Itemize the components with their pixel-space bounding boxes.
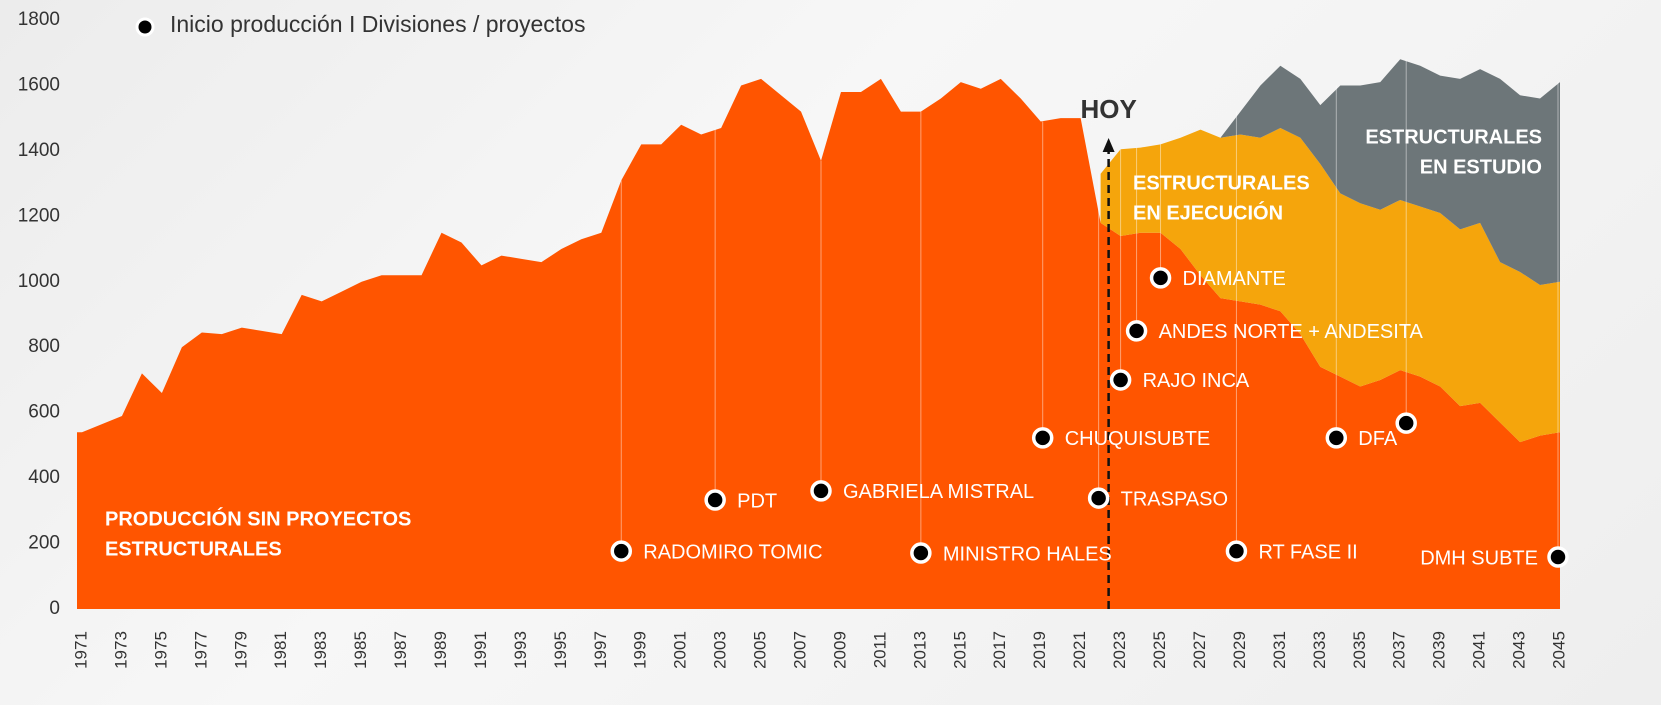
x-tick-label: 2019 <box>1030 631 1049 669</box>
x-tick-label: 1973 <box>111 631 130 669</box>
area-label: PRODUCCIÓN SIN PROYECTOS <box>105 506 411 530</box>
y-tick-label: 1600 <box>18 74 60 95</box>
x-tick-label: 2031 <box>1270 631 1289 669</box>
x-tick-label: 1999 <box>631 631 650 669</box>
marker <box>1087 487 1110 509</box>
marker <box>1325 427 1348 449</box>
x-tick-label: 2039 <box>1430 631 1449 669</box>
marker <box>610 540 633 562</box>
area <box>77 78 1560 609</box>
marker <box>910 542 932 564</box>
area-label: EN ESTUDIO <box>1420 156 1542 178</box>
x-tick-label: 2027 <box>1190 631 1209 669</box>
marker-label: DMH SUBTE <box>1420 547 1538 569</box>
legend-label: Inicio producción I Divisiones / proyect… <box>170 11 585 37</box>
x-tick-label: 1987 <box>391 631 410 669</box>
y-tick-label: 0 <box>49 598 60 619</box>
x-tick-label: 2023 <box>1110 631 1129 669</box>
x-tick-label: 1983 <box>311 631 330 669</box>
x-tick-label: 2033 <box>1310 631 1329 669</box>
x-tick-label: 2013 <box>910 631 929 669</box>
marker <box>1125 320 1148 342</box>
marker-label: DFA <box>1358 428 1398 450</box>
marker-label: CHUQUISUBTE <box>1065 428 1211 450</box>
today-label: HOY <box>1080 94 1136 124</box>
marker <box>1109 369 1132 391</box>
x-tick-label: 1979 <box>231 631 250 669</box>
x-tick-label: 2037 <box>1390 631 1409 669</box>
y-tick-label: 1400 <box>18 140 60 161</box>
y-tick-label: 1800 <box>18 9 60 30</box>
x-tick-label: 1989 <box>431 631 450 669</box>
x-tick-label: 2043 <box>1510 631 1529 669</box>
area-label: ESTRUCTURALES <box>1133 172 1310 194</box>
area <box>1100 127 1560 443</box>
marker <box>1149 267 1172 289</box>
y-tick-label: 400 <box>28 467 60 488</box>
y-tick-label: 600 <box>28 402 60 423</box>
x-tick-label: 1993 <box>511 631 530 669</box>
x-tick-label: 1997 <box>591 631 610 669</box>
x-tick-label: 2003 <box>711 631 730 669</box>
y-tick-label: 1200 <box>18 205 60 226</box>
area <box>1220 59 1560 286</box>
marker-label: GABRIELA MISTRAL <box>843 481 1034 503</box>
x-tick-label: 2017 <box>990 631 1009 669</box>
x-tick-label: 1981 <box>271 631 290 669</box>
area-label: ESTRUCTURALES <box>105 538 282 560</box>
x-tick-label: 2029 <box>1230 631 1249 669</box>
x-tick-label: 1995 <box>551 631 570 669</box>
marker-label: RAJO INCA <box>1143 370 1250 392</box>
marker-label: ANDES NORTE + ANDESITA <box>1159 321 1424 343</box>
x-tick-label: 2045 <box>1549 631 1568 669</box>
marker-label: RADOMIRO TOMIC <box>643 541 822 563</box>
area-label: ESTRUCTURALES <box>1365 126 1542 148</box>
marker-label: TRASPASO <box>1121 488 1228 510</box>
x-tick-label: 2009 <box>830 631 849 669</box>
marker <box>1031 427 1054 449</box>
marker <box>1225 540 1248 562</box>
marker-label: PDT <box>737 490 777 512</box>
marker-label: DIAMANTE <box>1183 268 1286 290</box>
x-tick-label: 2015 <box>950 631 969 669</box>
x-tick-label: 1991 <box>471 631 490 669</box>
x-tick-label: 1971 <box>71 631 90 669</box>
marker <box>1547 546 1569 568</box>
x-tick-label: 2007 <box>791 631 810 669</box>
marker <box>1395 412 1417 434</box>
marker-label: RT FASE II <box>1258 541 1357 563</box>
y-tick-label: 1000 <box>18 271 60 292</box>
today-arrow <box>1102 138 1115 152</box>
x-tick-label: 1975 <box>151 631 170 669</box>
x-tick-label: 2001 <box>671 631 690 669</box>
x-tick-label: 2041 <box>1470 631 1489 669</box>
y-tick-label: 200 <box>28 533 60 554</box>
x-tick-label: 2021 <box>1070 631 1089 669</box>
y-tick-label: 800 <box>28 336 60 357</box>
x-tick-label: 2025 <box>1150 631 1169 669</box>
marker <box>810 480 832 502</box>
area-label: EN EJECUCIÓN <box>1133 200 1283 224</box>
x-tick-label: 1977 <box>191 631 210 669</box>
x-tick-label: 1985 <box>351 631 370 669</box>
x-tick-label: 2035 <box>1350 631 1369 669</box>
x-tick-label: 2011 <box>870 632 889 669</box>
x-tick-label: 2005 <box>751 631 770 669</box>
legend-marker <box>135 17 155 37</box>
marker-label: MINISTRO HALES <box>943 543 1112 565</box>
marker <box>704 489 726 511</box>
